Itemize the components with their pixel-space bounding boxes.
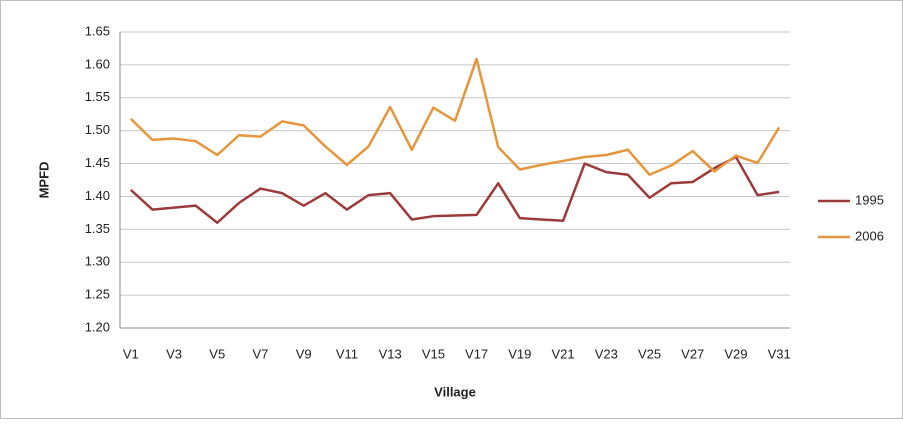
y-tick-label: 1.65 bbox=[85, 23, 110, 38]
x-tick-label: V17 bbox=[465, 346, 488, 361]
y-tick-label: 1.45 bbox=[85, 155, 110, 170]
legend-label: 1995 bbox=[855, 192, 884, 207]
x-tick-label: V25 bbox=[638, 346, 661, 361]
y-tick-label: 1.60 bbox=[85, 56, 110, 71]
y-tick-label: 1.35 bbox=[85, 221, 110, 236]
y-tick-label: 1.50 bbox=[85, 122, 110, 137]
y-tick-label: 1.30 bbox=[85, 254, 110, 269]
x-axis-title: Village bbox=[434, 384, 476, 399]
x-tick-label: V5 bbox=[209, 346, 225, 361]
y-axis-title: MPFD bbox=[36, 162, 51, 199]
x-tick-label: V29 bbox=[724, 346, 747, 361]
series-line bbox=[129, 155, 780, 225]
y-tick-label: 1.40 bbox=[85, 188, 110, 203]
x-tick-label: V11 bbox=[336, 346, 358, 361]
x-tick-label: V15 bbox=[422, 346, 445, 361]
x-tick-label: V9 bbox=[296, 346, 312, 361]
x-tick-label: V21 bbox=[551, 346, 574, 361]
series-line bbox=[129, 57, 781, 176]
x-tick-label: V3 bbox=[166, 346, 182, 361]
y-tick-label: 1.25 bbox=[85, 287, 110, 302]
x-tick-label: V19 bbox=[508, 346, 531, 361]
x-tick-label: V23 bbox=[595, 346, 618, 361]
y-tick-label: 1.55 bbox=[85, 89, 110, 104]
x-tick-label: V31 bbox=[768, 346, 791, 361]
x-tick-label: V27 bbox=[681, 346, 704, 361]
x-tick-label: V7 bbox=[253, 346, 269, 361]
y-tick-label: 1.20 bbox=[85, 319, 110, 334]
x-tick-label: V13 bbox=[379, 346, 402, 361]
x-tick-label: V1 bbox=[123, 346, 139, 361]
legend-label: 2006 bbox=[855, 228, 884, 243]
